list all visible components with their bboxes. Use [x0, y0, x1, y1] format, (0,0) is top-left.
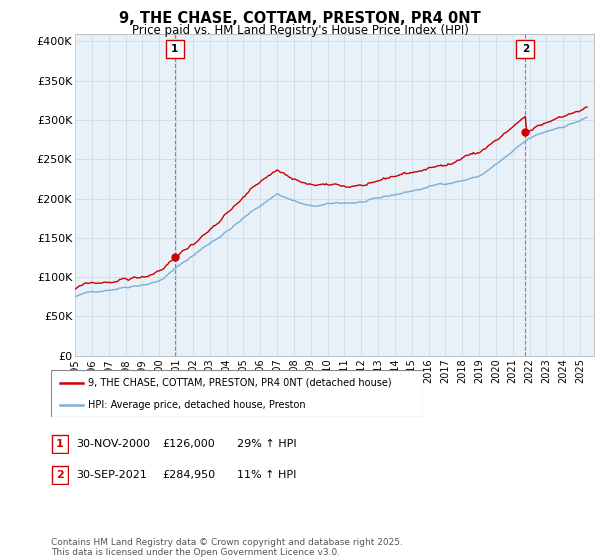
Text: Contains HM Land Registry data © Crown copyright and database right 2025.
This d: Contains HM Land Registry data © Crown c… [51, 538, 403, 557]
Text: 11% ↑ HPI: 11% ↑ HPI [237, 470, 296, 480]
Text: 1: 1 [56, 439, 64, 449]
Text: 30-SEP-2021: 30-SEP-2021 [76, 470, 147, 480]
Text: HPI: Average price, detached house, Preston: HPI: Average price, detached house, Pres… [88, 400, 306, 410]
Text: 2: 2 [521, 44, 529, 54]
Text: 29% ↑ HPI: 29% ↑ HPI [237, 439, 296, 449]
Text: 2: 2 [56, 470, 64, 480]
Text: £126,000: £126,000 [162, 439, 215, 449]
Text: 9, THE CHASE, COTTAM, PRESTON, PR4 0NT (detached house): 9, THE CHASE, COTTAM, PRESTON, PR4 0NT (… [88, 378, 392, 388]
FancyBboxPatch shape [51, 370, 423, 417]
Text: 1: 1 [171, 44, 178, 54]
FancyBboxPatch shape [52, 435, 68, 453]
Text: £284,950: £284,950 [162, 470, 215, 480]
FancyBboxPatch shape [52, 466, 68, 484]
Text: Price paid vs. HM Land Registry's House Price Index (HPI): Price paid vs. HM Land Registry's House … [131, 24, 469, 36]
Bar [175, 34, 526, 356]
Text: 30-NOV-2000: 30-NOV-2000 [76, 439, 150, 449]
Text: 9, THE CHASE, COTTAM, PRESTON, PR4 0NT: 9, THE CHASE, COTTAM, PRESTON, PR4 0NT [119, 11, 481, 26]
